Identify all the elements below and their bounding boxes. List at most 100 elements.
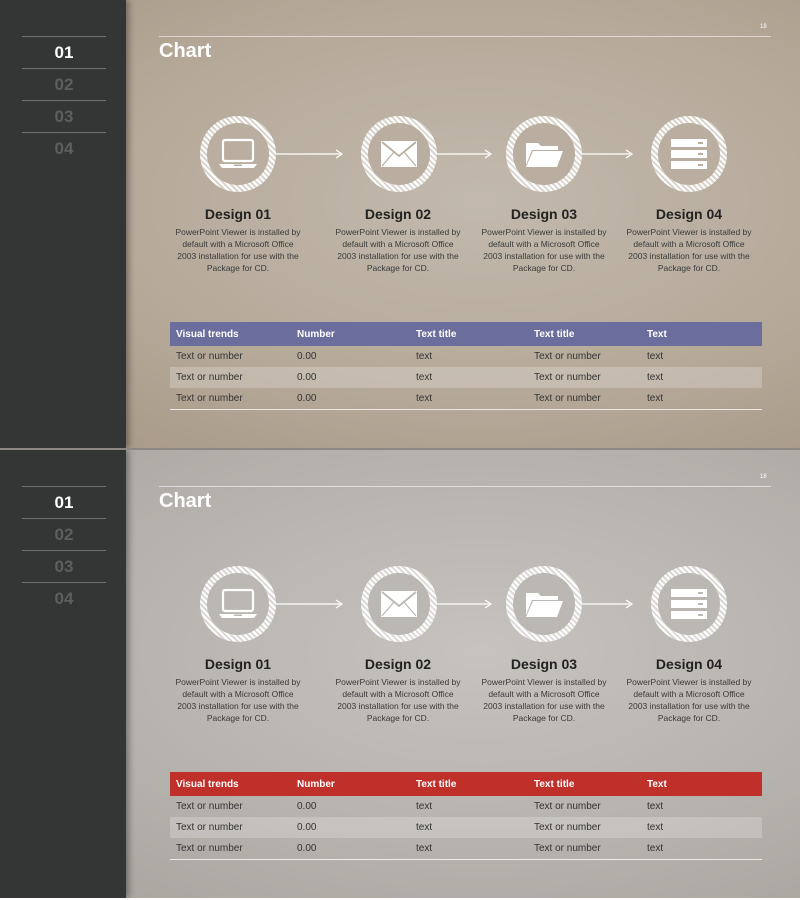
top-rule bbox=[159, 486, 771, 487]
step-desc-4: PowerPoint Viewer is installed by defaul… bbox=[626, 677, 752, 723]
arrow-right-icon bbox=[437, 149, 493, 159]
table-cell: 0.00 bbox=[297, 801, 317, 812]
slide-title: Chart bbox=[159, 40, 212, 62]
sidebar: 01 02 03 04 bbox=[0, 0, 126, 448]
step-desc-4: PowerPoint Viewer is installed by defaul… bbox=[626, 227, 752, 273]
slide-separator bbox=[0, 448, 800, 450]
table-cell: 0.00 bbox=[297, 372, 317, 383]
step-title-2: Design 02 bbox=[364, 656, 432, 672]
section-nav: 01 02 03 04 bbox=[22, 36, 106, 164]
top-rule bbox=[159, 36, 771, 37]
table-cell: Text or number bbox=[176, 822, 243, 833]
slide-title: Chart bbox=[159, 490, 212, 512]
step-desc-3: PowerPoint Viewer is installed by defaul… bbox=[481, 227, 607, 273]
step-desc-3: PowerPoint Viewer is installed by defaul… bbox=[481, 677, 607, 723]
table-cell: 0.00 bbox=[297, 351, 317, 362]
header-cell: Number bbox=[297, 778, 335, 790]
header-cell: Text title bbox=[534, 778, 575, 790]
arrow-right-icon bbox=[437, 599, 493, 609]
table-cell: Text or number bbox=[176, 372, 243, 383]
table-cell: Text or number bbox=[176, 351, 243, 362]
slide-1: 01 02 03 04 Chart 18 bbox=[0, 0, 800, 448]
arrow-right-icon bbox=[276, 599, 344, 609]
nav-item-02[interactable]: 02 bbox=[22, 68, 106, 100]
table-cell: Text or number bbox=[176, 801, 243, 812]
table-cell: Text or number bbox=[534, 372, 601, 383]
step-circle-4 bbox=[651, 566, 727, 642]
table-cell: 0.00 bbox=[297, 393, 317, 404]
table-row: Text or number 0.00 text Text or number … bbox=[170, 388, 762, 409]
nav-item-04[interactable]: 04 bbox=[22, 582, 106, 614]
server-icon bbox=[671, 139, 707, 169]
header-cell: Visual trends bbox=[176, 778, 239, 790]
header-cell: Text title bbox=[416, 328, 457, 340]
step-title-2: Design 02 bbox=[364, 206, 432, 222]
header-cell: Number bbox=[297, 328, 335, 340]
step-title-3: Design 03 bbox=[510, 656, 578, 672]
step-title-1: Design 01 bbox=[204, 206, 272, 222]
slide-2: 01 02 03 04 Chart 18 bbox=[0, 450, 800, 898]
page-number: 18 bbox=[760, 24, 767, 30]
envelope-icon bbox=[381, 591, 417, 617]
table-bottom-rule bbox=[170, 409, 762, 410]
nav-item-01[interactable]: 01 bbox=[22, 486, 106, 518]
table-cell: Text or number bbox=[534, 843, 601, 854]
table-cell: Text or number bbox=[176, 393, 243, 404]
table-cell: text bbox=[416, 822, 433, 833]
step-title-4: Design 04 bbox=[655, 656, 723, 672]
data-table: Visual trends Number Text title Text tit… bbox=[170, 772, 762, 860]
table-header: Visual trends Number Text title Text tit… bbox=[170, 322, 762, 346]
step-title-4: Design 04 bbox=[655, 206, 723, 222]
header-cell: Text title bbox=[416, 778, 457, 790]
folder-icon bbox=[526, 143, 563, 167]
section-nav: 01 02 03 04 bbox=[22, 486, 106, 614]
table-cell: text bbox=[647, 393, 664, 404]
table-cell: Text or number bbox=[534, 822, 601, 833]
table-cell: text bbox=[647, 351, 664, 362]
table-row: Text or number 0.00 text Text or number … bbox=[170, 367, 762, 388]
step-circle-3 bbox=[506, 566, 582, 642]
step-desc-2: PowerPoint Viewer is installed by defaul… bbox=[335, 677, 461, 723]
nav-item-03[interactable]: 03 bbox=[22, 100, 106, 132]
table-cell: text bbox=[416, 843, 433, 854]
step-circle-3 bbox=[506, 116, 582, 192]
table-header: Visual trends Number Text title Text tit… bbox=[170, 772, 762, 796]
table-cell: Text or number bbox=[534, 393, 601, 404]
table-row: Text or number 0.00 text Text or number … bbox=[170, 838, 762, 859]
table-cell: text bbox=[416, 351, 433, 362]
header-cell: Text bbox=[647, 778, 667, 790]
table-cell: text bbox=[647, 822, 664, 833]
nav-item-02[interactable]: 02 bbox=[22, 518, 106, 550]
step-circle-2 bbox=[361, 566, 437, 642]
table-cell: Text or number bbox=[534, 351, 601, 362]
header-cell: Visual trends bbox=[176, 328, 239, 340]
header-cell: Text title bbox=[534, 328, 575, 340]
nav-item-03[interactable]: 03 bbox=[22, 550, 106, 582]
table-cell: text bbox=[647, 801, 664, 812]
step-desc-2: PowerPoint Viewer is installed by defaul… bbox=[335, 227, 461, 273]
table-cell: text bbox=[416, 801, 433, 812]
arrow-right-icon bbox=[582, 149, 634, 159]
envelope-icon bbox=[381, 141, 417, 167]
arrow-right-icon bbox=[276, 149, 344, 159]
step-circle-2 bbox=[361, 116, 437, 192]
table-cell: text bbox=[416, 393, 433, 404]
step-title-1: Design 01 bbox=[204, 656, 272, 672]
sidebar: 01 02 03 04 bbox=[0, 450, 126, 898]
step-desc-1: PowerPoint Viewer is installed by defaul… bbox=[175, 227, 301, 273]
step-title-3: Design 03 bbox=[510, 206, 578, 222]
laptop-icon bbox=[219, 588, 257, 618]
table-cell: 0.00 bbox=[297, 822, 317, 833]
nav-item-01[interactable]: 01 bbox=[22, 36, 106, 68]
step-circle-1 bbox=[200, 116, 276, 192]
table-bottom-rule bbox=[170, 859, 762, 860]
folder-icon bbox=[526, 593, 563, 617]
step-desc-1: PowerPoint Viewer is installed by defaul… bbox=[175, 677, 301, 723]
table-cell: text bbox=[647, 843, 664, 854]
laptop-icon bbox=[219, 138, 257, 168]
nav-item-04[interactable]: 04 bbox=[22, 132, 106, 164]
table-cell: 0.00 bbox=[297, 843, 317, 854]
table-cell: Text or number bbox=[176, 843, 243, 854]
step-circle-4 bbox=[651, 116, 727, 192]
data-table: Visual trends Number Text title Text tit… bbox=[170, 322, 762, 410]
